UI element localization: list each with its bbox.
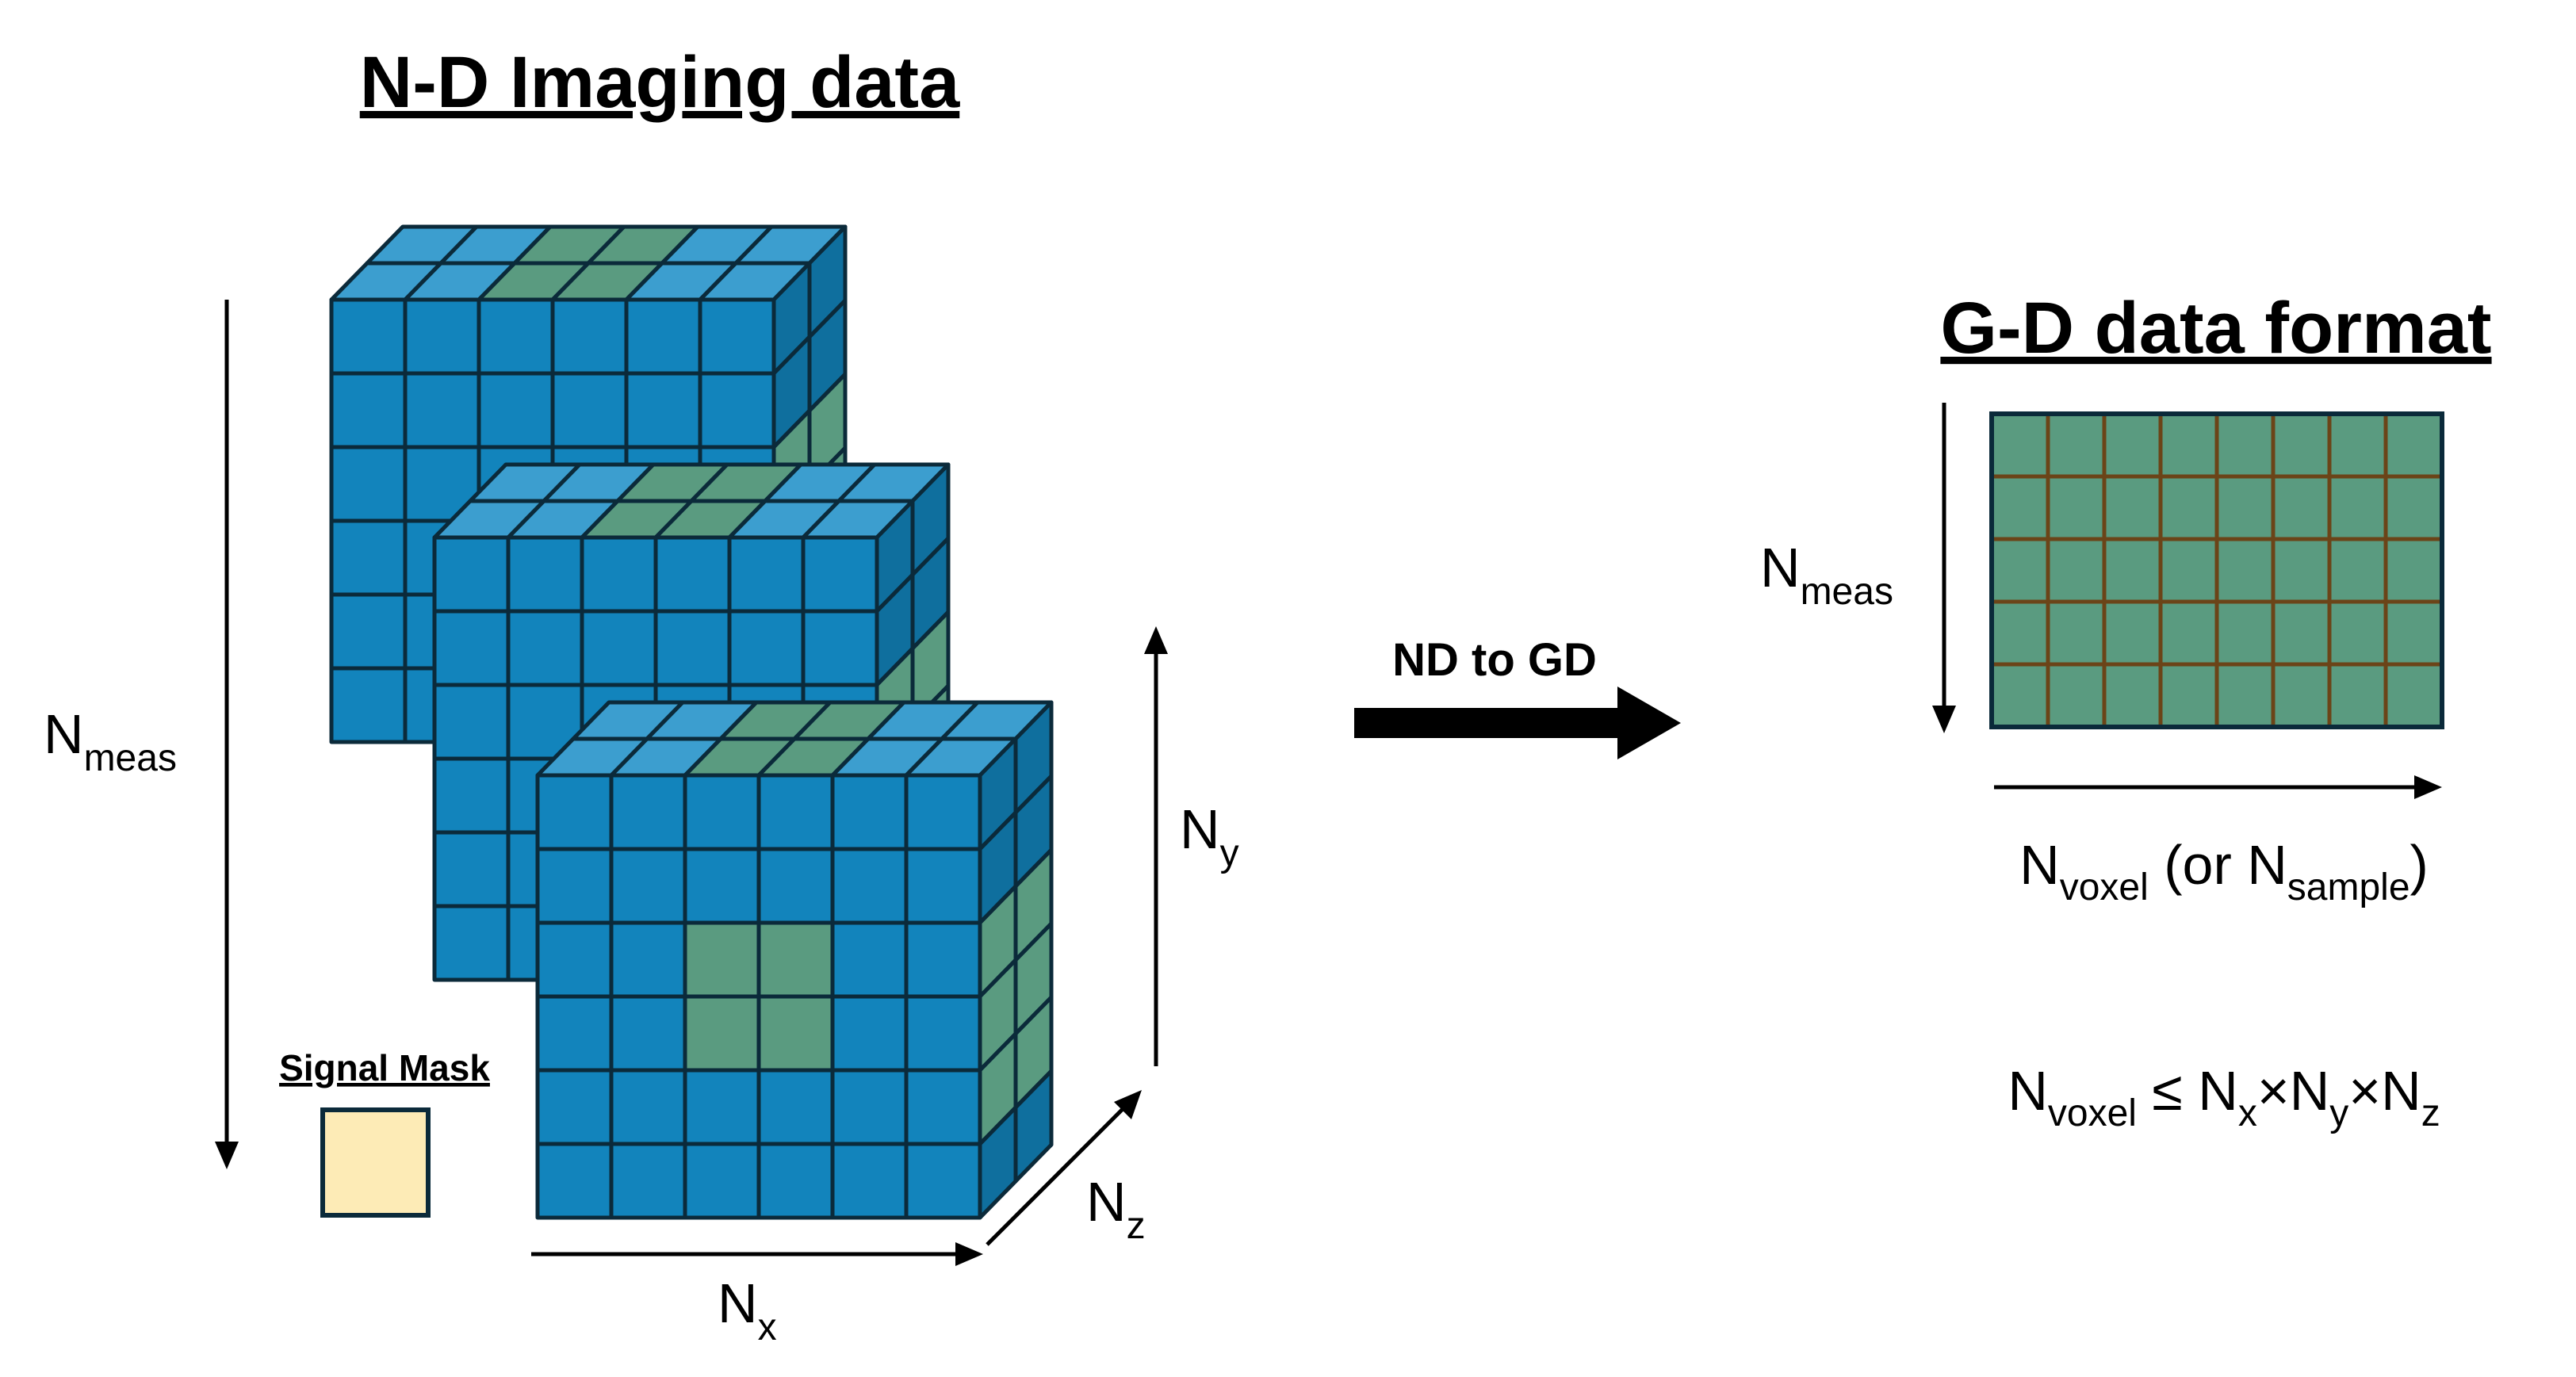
voxel-front [683, 773, 761, 851]
voxel-front [432, 535, 511, 614]
voxel-front [727, 535, 806, 614]
nz-arrow [986, 1090, 1142, 1246]
voxel-front [904, 773, 982, 851]
gd-matrix [1989, 411, 2444, 729]
voxel-front [830, 1142, 909, 1220]
voxel-front [609, 1142, 687, 1220]
voxel-front [683, 1142, 761, 1220]
ny-label: Ny [1180, 798, 1239, 874]
imaging-cube-front [535, 700, 1054, 1220]
voxel-front [904, 1068, 982, 1146]
voxel-front [683, 847, 761, 925]
voxel-front [329, 518, 408, 597]
voxel-front [756, 1068, 835, 1146]
voxel-front [477, 371, 555, 449]
voxel-front [698, 297, 776, 376]
voxel-front [432, 904, 511, 982]
voxel-front [756, 773, 835, 851]
nz-label: Nz [1086, 1171, 1146, 1247]
transform-arrow [1354, 687, 1681, 759]
voxel-side [1013, 1069, 1054, 1184]
nx-label: Nx [718, 1272, 777, 1348]
voxel-front [756, 994, 835, 1073]
voxel-front [904, 994, 982, 1073]
voxel-front [683, 920, 761, 999]
voxel-front [329, 445, 408, 523]
voxel-front [550, 371, 629, 449]
voxel-front [403, 297, 481, 376]
voxel-front [535, 1142, 614, 1220]
voxel-front [609, 920, 687, 999]
voxel-front [535, 1068, 614, 1146]
voxel-front [653, 609, 732, 687]
voxel-front [904, 920, 982, 999]
voxel-front [830, 847, 909, 925]
transform-label: ND to GD [1392, 634, 1597, 686]
voxel-front [432, 830, 511, 908]
voxel-front [477, 297, 555, 376]
voxel-front [683, 994, 761, 1073]
gd-matrix-border [1989, 411, 2444, 729]
voxel-front [535, 920, 614, 999]
right-nmeas-label: Nmeas [1760, 537, 1893, 613]
nvoxel-arrow [1994, 775, 2442, 799]
voxel-front [801, 535, 879, 614]
voxel-front [535, 773, 614, 851]
voxel-front [830, 773, 909, 851]
voxel-front [580, 535, 658, 614]
voxel-front [624, 371, 702, 449]
voxel-front [609, 994, 687, 1073]
nvoxel-axis-label: Nvoxel (or Nsample) [2019, 834, 2429, 908]
voxel-front [904, 847, 982, 925]
voxel-front [830, 1068, 909, 1146]
signal-mask-label: Signal Mask [279, 1047, 490, 1088]
voxel-front [329, 592, 408, 671]
voxel-front [801, 609, 879, 687]
voxel-front [432, 609, 511, 687]
nx-arrow [531, 1242, 983, 1266]
left-nmeas-arrow [215, 300, 239, 1169]
voxel-front [698, 371, 776, 449]
voxel-front [535, 847, 614, 925]
voxel-front [432, 756, 511, 835]
voxel-front [580, 609, 658, 687]
voxel-front [550, 297, 629, 376]
voxel-front [830, 994, 909, 1073]
voxel-front [904, 1142, 982, 1220]
voxel-front [329, 371, 408, 449]
voxel-front [506, 609, 584, 687]
voxel-front [624, 297, 702, 376]
voxel-front [683, 1068, 761, 1146]
voxel-front [609, 773, 687, 851]
voxel-front [609, 1068, 687, 1146]
voxel-front [609, 847, 687, 925]
voxel-front [403, 371, 481, 449]
voxel-front [329, 666, 408, 744]
voxel-front [432, 683, 511, 761]
right-nmeas-arrow [1932, 403, 1956, 733]
voxel-front [506, 535, 584, 614]
voxel-inequality: Nvoxel ≤ Nx×Ny×Nz [2008, 1060, 2440, 1134]
voxel-front [756, 847, 835, 925]
voxel-front [756, 1142, 835, 1220]
voxel-front [329, 297, 408, 376]
voxel-front [830, 920, 909, 999]
voxel-front [535, 994, 614, 1073]
signal-mask-swatch [320, 1107, 431, 1218]
right-title: G-D data format [1940, 288, 2491, 369]
voxel-front [756, 920, 835, 999]
left-nmeas-label: Nmeas [44, 703, 177, 779]
voxel-front [653, 535, 732, 614]
ny-arrow [1144, 626, 1168, 1066]
left-title: N-D Imaging data [360, 42, 960, 123]
voxel-front [727, 609, 806, 687]
